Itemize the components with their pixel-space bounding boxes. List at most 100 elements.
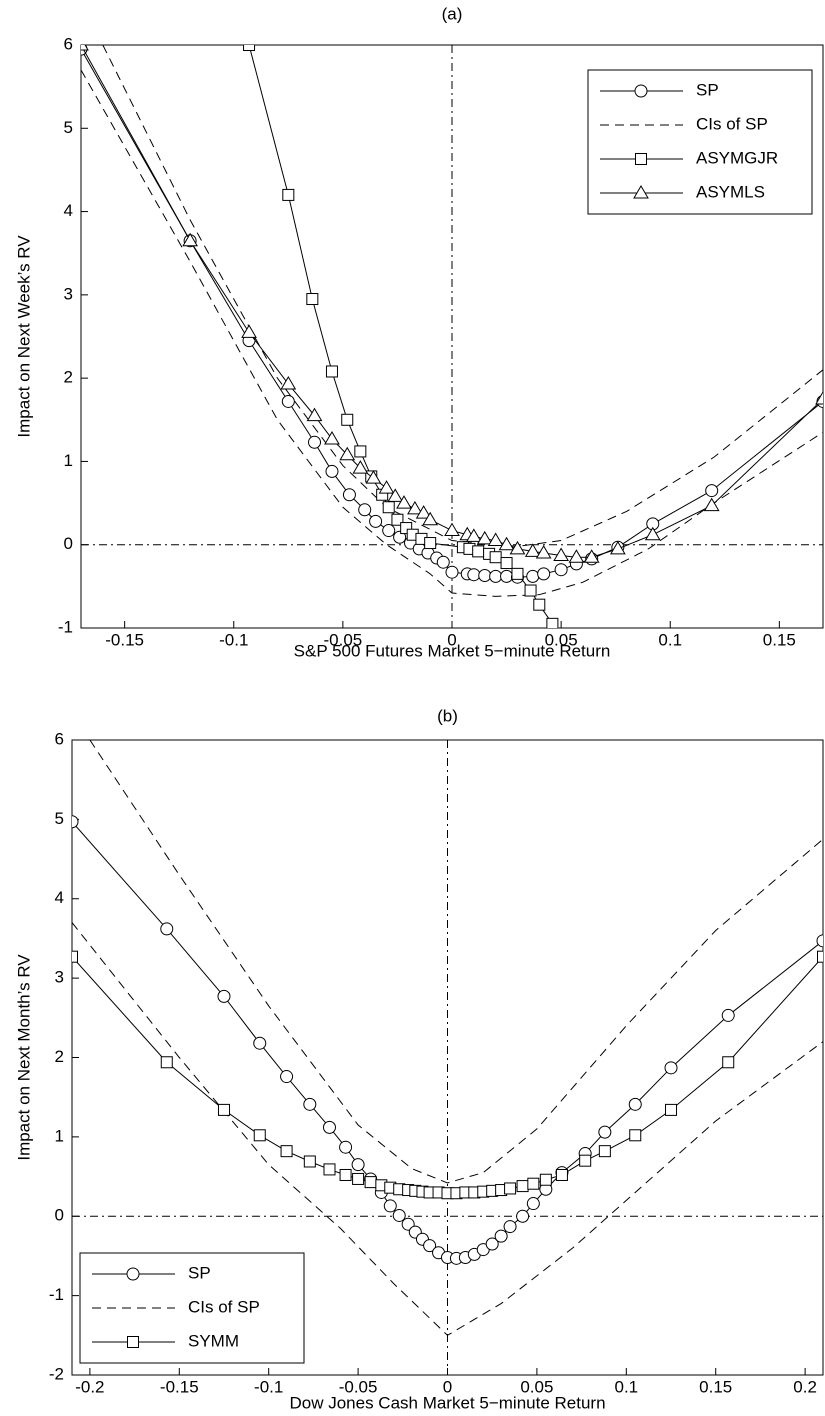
x-tick-label: -0.1 bbox=[254, 1377, 283, 1396]
marker bbox=[352, 460, 369, 474]
marker bbox=[635, 153, 647, 165]
legend-label: ASYMLS bbox=[696, 182, 765, 201]
marker bbox=[524, 584, 537, 597]
series-line bbox=[72, 922, 823, 1336]
legend-label: CIs of SP bbox=[188, 1297, 260, 1316]
marker bbox=[424, 537, 437, 550]
marker bbox=[324, 430, 340, 445]
marker bbox=[633, 185, 649, 199]
marker bbox=[322, 1120, 336, 1134]
marker bbox=[500, 569, 514, 583]
marker bbox=[127, 1336, 139, 1348]
marker bbox=[537, 567, 551, 581]
marker bbox=[282, 188, 295, 201]
marker bbox=[352, 1172, 365, 1185]
marker bbox=[253, 1129, 266, 1142]
marker bbox=[392, 1208, 406, 1222]
marker bbox=[598, 1145, 611, 1158]
marker bbox=[351, 1158, 365, 1172]
x-tick-label: 0 bbox=[447, 630, 456, 649]
series-line bbox=[89, 740, 823, 1184]
marker bbox=[383, 1199, 397, 1213]
marker bbox=[664, 1061, 678, 1075]
marker bbox=[526, 1197, 540, 1211]
y-tick-label: 5 bbox=[64, 118, 73, 137]
marker bbox=[407, 500, 423, 515]
y-tick-label: 3 bbox=[64, 284, 73, 303]
marker bbox=[511, 567, 524, 580]
y-tick-label: 0 bbox=[64, 534, 73, 553]
x-tick-label: -0.2 bbox=[75, 1377, 104, 1396]
legend-label: ASYMGJR bbox=[696, 148, 778, 167]
x-axis-label: S&P 500 Futures Market 5−minute Return bbox=[294, 641, 611, 660]
marker bbox=[444, 522, 460, 537]
marker bbox=[489, 551, 502, 564]
marker bbox=[382, 501, 395, 514]
marker bbox=[703, 497, 720, 512]
y-tick-label: -2 bbox=[49, 1364, 64, 1383]
marker bbox=[323, 1163, 336, 1176]
marker bbox=[126, 1267, 140, 1281]
x-tick-label: 0.05 bbox=[545, 630, 578, 649]
marker bbox=[341, 413, 354, 426]
marker bbox=[504, 1182, 517, 1195]
y-tick-label: 1 bbox=[64, 451, 73, 470]
marker bbox=[721, 1008, 735, 1022]
legend-label: SP bbox=[188, 1263, 211, 1282]
marker bbox=[553, 547, 569, 562]
marker bbox=[378, 480, 395, 494]
marker bbox=[516, 1180, 529, 1193]
marker bbox=[339, 1168, 352, 1181]
x-tick-label: 0.1 bbox=[658, 630, 682, 649]
marker bbox=[465, 528, 482, 542]
x-tick-label: -0.1 bbox=[219, 630, 248, 649]
marker bbox=[527, 1177, 540, 1190]
y-tick-label: 3 bbox=[55, 968, 64, 987]
marker bbox=[382, 524, 396, 538]
marker bbox=[217, 1103, 230, 1116]
marker bbox=[365, 470, 382, 484]
marker bbox=[509, 540, 526, 555]
marker bbox=[303, 1155, 316, 1168]
marker bbox=[308, 435, 322, 449]
marker bbox=[524, 543, 541, 557]
x-axis-label: Dow Jones Cash Market 5−minute Return bbox=[289, 1393, 605, 1412]
legend-box bbox=[79, 1252, 305, 1364]
marker bbox=[436, 555, 450, 569]
panel-title: (b) bbox=[437, 706, 458, 725]
marker bbox=[415, 505, 432, 519]
marker bbox=[568, 549, 585, 563]
y-axis-label: Impact on Next Week’s RV bbox=[14, 235, 33, 438]
y-tick-label: 2 bbox=[55, 1047, 64, 1066]
marker bbox=[72, 815, 79, 829]
x-tick-label: 0.15 bbox=[699, 1377, 732, 1396]
marker bbox=[422, 511, 439, 526]
marker bbox=[609, 540, 626, 555]
x-tick-label: -0.05 bbox=[324, 630, 363, 649]
marker bbox=[722, 1056, 735, 1069]
marker bbox=[400, 522, 413, 535]
marker bbox=[391, 513, 404, 526]
marker bbox=[339, 446, 356, 461]
marker bbox=[526, 569, 540, 583]
marker bbox=[628, 1097, 642, 1111]
marker bbox=[306, 407, 323, 422]
marker bbox=[160, 922, 174, 936]
marker bbox=[396, 495, 412, 509]
y-tick-label: 1 bbox=[55, 1126, 64, 1145]
marker bbox=[281, 394, 295, 408]
y-tick-label: 4 bbox=[55, 888, 64, 907]
marker bbox=[306, 293, 319, 306]
marker bbox=[423, 1239, 437, 1253]
marker bbox=[503, 1220, 517, 1234]
marker bbox=[182, 232, 198, 247]
marker bbox=[472, 545, 485, 558]
marker bbox=[280, 1070, 294, 1084]
marker bbox=[467, 568, 481, 582]
marker bbox=[325, 464, 339, 478]
x-tick-label: -0.05 bbox=[339, 1377, 378, 1396]
marker bbox=[339, 1140, 353, 1154]
marker bbox=[535, 545, 552, 559]
x-tick-label: 0.1 bbox=[614, 1377, 638, 1396]
